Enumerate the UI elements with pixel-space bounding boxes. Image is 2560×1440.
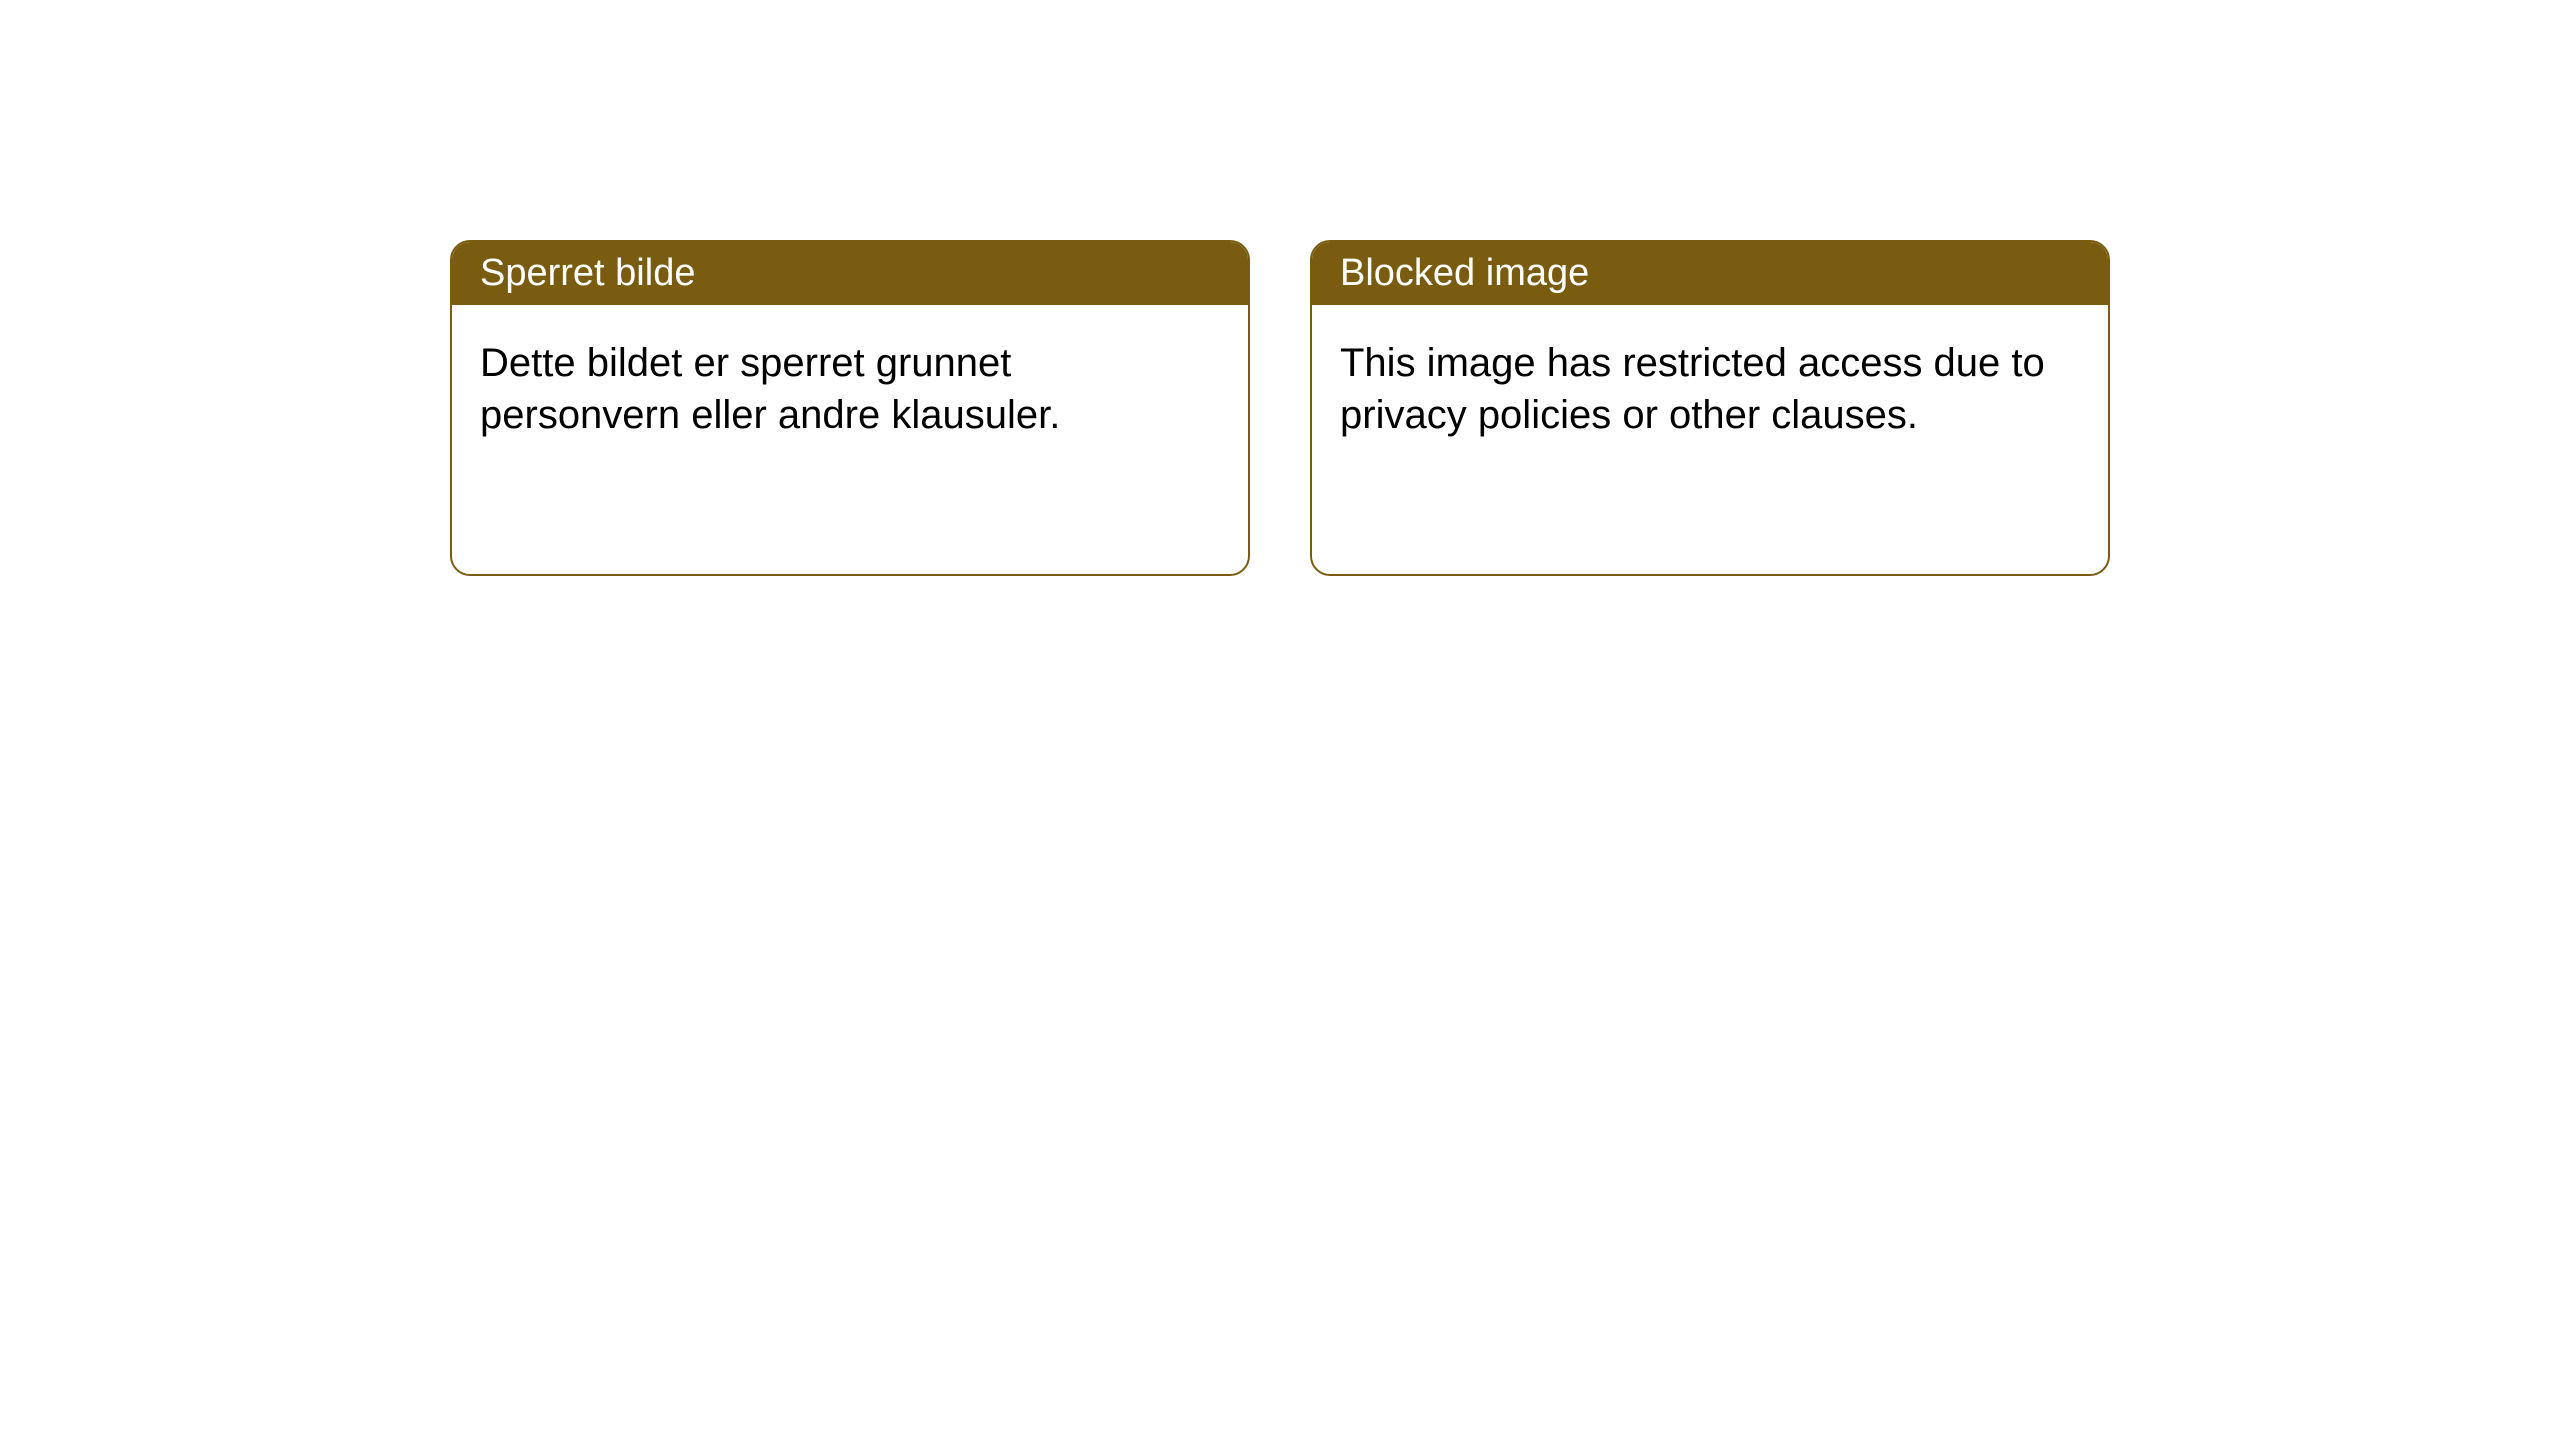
body-text: Dette bildet er sperret grunnet personve… (480, 341, 1060, 437)
notice-card-norwegian: Sperret bilde Dette bildet er sperret gr… (450, 240, 1250, 576)
card-body: This image has restricted access due to … (1312, 305, 2108, 473)
header-text: Sperret bilde (480, 252, 695, 294)
notice-container: Sperret bilde Dette bildet er sperret gr… (0, 0, 2560, 576)
body-text: This image has restricted access due to … (1340, 341, 2045, 437)
card-body: Dette bildet er sperret grunnet personve… (452, 305, 1248, 473)
card-header: Blocked image (1312, 242, 2108, 305)
notice-card-english: Blocked image This image has restricted … (1310, 240, 2110, 576)
card-header: Sperret bilde (452, 242, 1248, 305)
header-text: Blocked image (1340, 252, 1589, 294)
